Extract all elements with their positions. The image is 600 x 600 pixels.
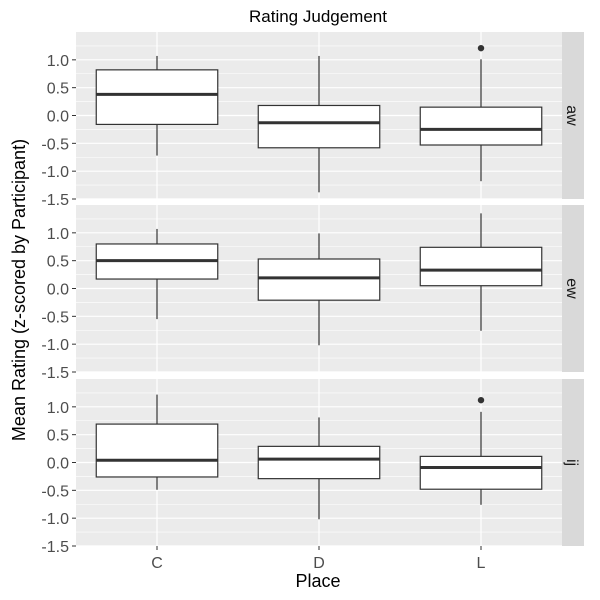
- y-tick-label: -1.5: [41, 192, 69, 209]
- facet-panels: 1.0 0.5 0.0 -0.5 -1.0 -1.5 aw 1.0 0.5 0.0 -0.5 -1.0…: [41, 32, 584, 572]
- y-tick-label: -1.0: [41, 164, 69, 181]
- box-ij-D: [257, 417, 381, 520]
- box-aw-L: [419, 44, 543, 182]
- y-tick-label: 0.5: [47, 81, 69, 98]
- iqr-box: [257, 445, 381, 480]
- x-tick-label: D: [313, 555, 325, 572]
- y-tick-label: 0.5: [47, 254, 69, 271]
- y-tick-label: 0.0: [47, 456, 69, 473]
- y-tick-label: 1.0: [47, 226, 69, 243]
- iqr-box: [419, 106, 543, 146]
- iqr-box: [419, 455, 543, 490]
- facet-strip-label: aw: [563, 105, 580, 126]
- panel-ew: 1.0 0.5 0.0 -0.5 -1.0 -1.5 ew: [41, 205, 584, 382]
- iqr-box: [257, 104, 381, 149]
- y-tick-label: 0.5: [47, 428, 69, 445]
- y-tick-label: -0.5: [41, 136, 69, 153]
- y-tick-label: 0.0: [47, 282, 69, 299]
- box-aw-C: [95, 55, 219, 156]
- outlier-point: [477, 396, 485, 404]
- x-tick-label: L: [477, 555, 486, 572]
- iqr-box: [257, 258, 381, 301]
- y-tick-label: -0.5: [41, 309, 69, 326]
- facet-strip: [562, 205, 584, 372]
- panel-aw: 1.0 0.5 0.0 -0.5 -1.0 -1.5 aw: [41, 32, 584, 209]
- iqr-box: [95, 69, 219, 126]
- y-tick-label: 1.0: [47, 53, 69, 70]
- facet-strip: [562, 379, 584, 546]
- outlier-point: [477, 44, 485, 52]
- x-axis-label: Place: [295, 571, 340, 591]
- box-aw-D: [257, 55, 381, 193]
- box-ew-C: [95, 228, 219, 320]
- box-ij-L: [419, 396, 543, 505]
- y-tick-label: -1.5: [41, 539, 69, 556]
- y-tick-label: 0.0: [47, 109, 69, 126]
- facet-strip-label: ij: [563, 459, 580, 466]
- iqr-box: [419, 246, 543, 287]
- y-tick-label: -1.0: [41, 511, 69, 528]
- chart-title: Rating Judgement: [249, 7, 387, 26]
- facet-strip-label: ew: [563, 278, 580, 299]
- box-ew-L: [419, 213, 543, 331]
- x-tick-label: C: [151, 555, 163, 572]
- y-tick-label: -1.0: [41, 337, 69, 354]
- y-tick-label: -1.5: [41, 365, 69, 382]
- box-ew-D: [257, 233, 381, 346]
- y-tick-label: 1.0: [47, 400, 69, 417]
- iqr-box: [95, 423, 219, 478]
- y-tick-label: -0.5: [41, 483, 69, 500]
- panel-ij: 1.0 0.5 0.0 -0.5 -1.0 -1.5 ij: [41, 379, 584, 556]
- y-axis-label: Mean Rating (z-scored by Participant): [9, 139, 29, 441]
- box-ij-C: [95, 394, 219, 490]
- facet-strip: [562, 32, 584, 199]
